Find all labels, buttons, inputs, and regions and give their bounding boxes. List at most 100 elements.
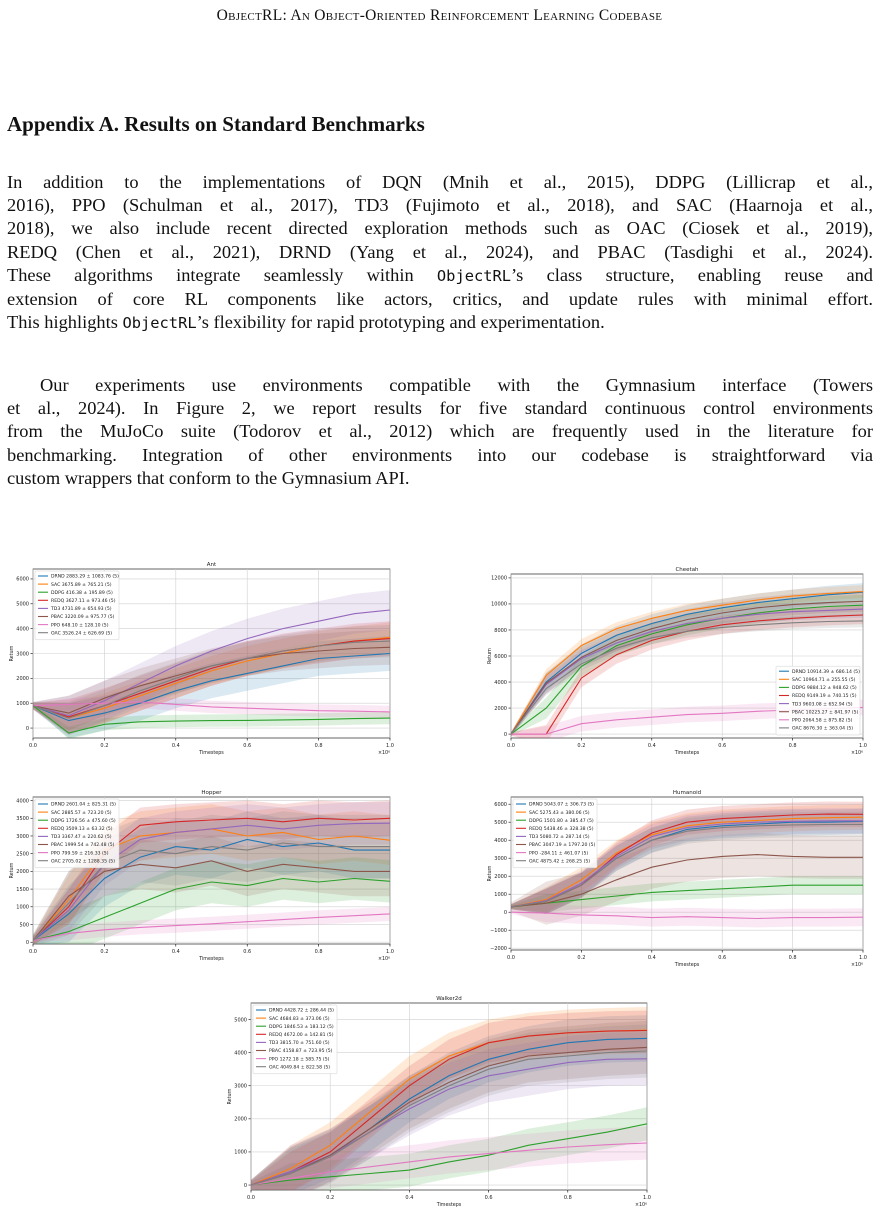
series-line-oac [33, 640, 390, 719]
y-tick-label: 6000 [494, 654, 507, 660]
legend-entry: REDQ 5438.46 ± 328.38 (5) [529, 826, 594, 832]
series-band-ppo [511, 699, 863, 738]
series-line-pbac [511, 600, 863, 735]
series-line-redq [251, 1029, 647, 1186]
series-band-drnd [511, 583, 863, 736]
legend-entry: DRND 5043.07 ± 306.73 (5) [529, 802, 594, 808]
legend-entry: PPO 1272.18 ± 585.75 (5) [269, 1056, 330, 1062]
y-tick-label: 2000 [16, 869, 29, 875]
x-tick-label: 0.6 [485, 1195, 493, 1201]
y-tick-label: 4000 [494, 838, 507, 844]
x-tick-label: 0.6 [718, 743, 726, 749]
series-band-ppo [511, 904, 863, 928]
legend-entry: SAC 2885.57 ± 723.20 (5) [51, 810, 112, 816]
y-tick-label: 2000 [494, 706, 507, 712]
chart-title: Hopper [201, 790, 222, 796]
y-tick-label: 2000 [16, 676, 29, 682]
x-tick-label: 0.2 [100, 949, 108, 955]
paragraph-1-line: extension of core RL components like act… [7, 288, 873, 311]
series-band-redq [511, 605, 863, 738]
y-tick-label: 3000 [234, 1084, 247, 1090]
y-tick-label: −2000 [490, 946, 507, 952]
legend-box [512, 798, 598, 869]
y-tick-label: 1000 [16, 905, 29, 911]
series-line-oac [511, 620, 863, 735]
series-line-ddpg [511, 884, 863, 908]
y-axis-label: Return [487, 866, 493, 882]
paragraph-1-line: 2016), PPO (Schulman et al., 2017), TD3 … [7, 194, 873, 217]
y-tick-label: 0 [26, 726, 29, 732]
x-tick-label: 0.0 [507, 955, 515, 961]
series-line-td3 [511, 820, 863, 908]
y-tick-label: 4000 [16, 798, 29, 804]
paragraph-1-line: These algorithms integrate seamlessly wi… [7, 264, 873, 288]
paragraph-1-line: This highlights ObjectRL’s flexibility f… [7, 311, 873, 335]
x-axis-multiplier: ×10⁶ [851, 750, 863, 756]
legend-entry: TD3 9603.08 ± 652.94 (5) [791, 701, 853, 707]
legend-entry: PPO 648.10 ± 128.10 (5) [51, 622, 109, 628]
text-run: 2016), PPO (Schulman et al., 2017), TD3 … [7, 195, 873, 216]
x-axis-label: Timesteps [436, 1202, 462, 1208]
series-band-td3 [33, 802, 390, 944]
x-axis-label: Timesteps [198, 750, 224, 756]
legend: DRND 4428.72 ± 286.44 (5) SAC 4684.83 ± 3… [252, 1004, 338, 1075]
paragraph-1-line: REDQ (Chen et al., 2021), DRND (Yang et … [7, 241, 873, 264]
y-tick-label: 1000 [494, 892, 507, 898]
legend-entry: PPO 799.59 ± 216.33 (5) [51, 850, 109, 856]
paragraph-1: In addition to the implementations of DQ… [7, 171, 873, 335]
text-run: These algorithms integrate seamlessly wi… [7, 264, 437, 285]
series-band-oac [511, 614, 863, 736]
series-line-oac [33, 842, 390, 941]
series-line-ddpg [251, 1123, 647, 1186]
series-band-pbac [33, 836, 390, 944]
series-line-drnd [33, 838, 390, 941]
x-tick-label: 0.4 [648, 743, 656, 749]
legend: DRND 2883.29 ± 1083.76 (5) SAC 3675.89 ± … [34, 570, 120, 641]
x-tick-label: 0.2 [326, 1195, 334, 1201]
x-tick-label: 0.6 [243, 949, 251, 955]
y-tick-label: 5000 [494, 820, 507, 826]
y-axis-label: Return [227, 1089, 233, 1105]
chart-humanoid: −2000 −1000 0 1000 2000 3000 4000 5000 6000 0.0 0.… [487, 790, 867, 968]
series-band-ddpg [511, 876, 863, 913]
y-tick-label: 3000 [16, 651, 29, 657]
x-tick-label: 0.0 [247, 1195, 255, 1201]
paragraph-1-line: 2018), we also include recent directed e… [7, 217, 873, 240]
y-tick-label: 3000 [16, 834, 29, 840]
chart-title: Ant [207, 562, 217, 568]
y-tick-label: 1500 [16, 887, 29, 893]
series-line-ppo [511, 911, 863, 920]
x-tick-label: 0.2 [577, 955, 585, 961]
running-head: ObjectRL: An Object-Oriented Reinforceme… [216, 7, 663, 24]
text-run: 2018), we also include recent directed e… [7, 218, 873, 239]
legend-box [252, 1004, 338, 1075]
x-axis-label: Timesteps [198, 956, 224, 962]
chart-hopper: 0 500 1000 1500 2000 2500 3000 3500 4000 0.0 0.2 0.… [9, 790, 394, 962]
y-tick-label: 5000 [234, 1017, 247, 1023]
series-line-ddpg [511, 604, 863, 735]
text-run: ’s flexibility for rapid prototyping and… [196, 312, 605, 333]
series-line-ddpg [33, 705, 390, 734]
series-lines [511, 591, 863, 735]
x-tick-label: 1.0 [386, 743, 394, 749]
y-tick-label: 12000 [491, 576, 507, 582]
chart-title: Humanoid [673, 790, 701, 796]
series-band-td3 [251, 1032, 647, 1190]
section-title: Appendix A. Results on Standard Benchmar… [7, 112, 425, 136]
series-line-ppo [251, 1142, 647, 1186]
x-tick-label: 0.4 [172, 743, 180, 749]
y-tick-label: 0 [26, 940, 29, 946]
y-tick-label: 3000 [494, 856, 507, 862]
text-run: This highlights [7, 312, 123, 333]
y-tick-label: 4000 [16, 626, 29, 632]
y-tick-label: 0 [504, 910, 507, 916]
series-lines [33, 609, 390, 734]
series-line-oac [511, 823, 863, 908]
x-axis-label: Timesteps [674, 962, 700, 968]
legend-entry: PBAC 10225.27 ± 841.97 (5) [792, 709, 859, 715]
legend-entry: OAC 2705.02 ± 1288.35 (5) [51, 858, 115, 864]
x-tick-label: 0.2 [100, 743, 108, 749]
x-axis-multiplier: ×10⁶ [378, 956, 390, 962]
x-tick-label: 0.8 [789, 955, 797, 961]
legend-entry: DRND 2883.29 ± 1083.76 (5) [51, 574, 119, 580]
